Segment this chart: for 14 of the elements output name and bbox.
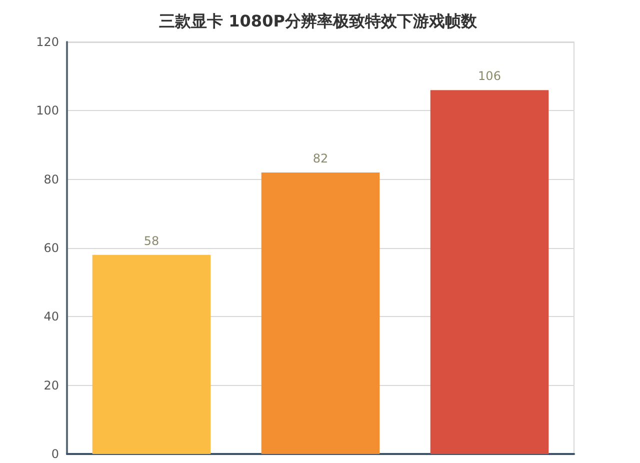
y-tick-label: 0: [51, 447, 59, 461]
data-label: 58: [144, 234, 160, 248]
y-tick-label: 40: [44, 310, 59, 324]
y-tick-label: 80: [44, 172, 59, 186]
data-label: 82: [312, 151, 328, 166]
bar: [430, 90, 549, 454]
bar: [261, 172, 380, 454]
y-tick-label: 120: [36, 35, 59, 49]
y-tick-label: 60: [44, 241, 59, 255]
data-label: 106: [478, 69, 501, 84]
bar: [92, 254, 211, 454]
y-tick-label: 100: [36, 104, 59, 118]
y-tick-label: 20: [44, 378, 59, 392]
chart-title: 三款显卡 1080P分辨率极致特效下游戏帧数: [159, 12, 478, 30]
